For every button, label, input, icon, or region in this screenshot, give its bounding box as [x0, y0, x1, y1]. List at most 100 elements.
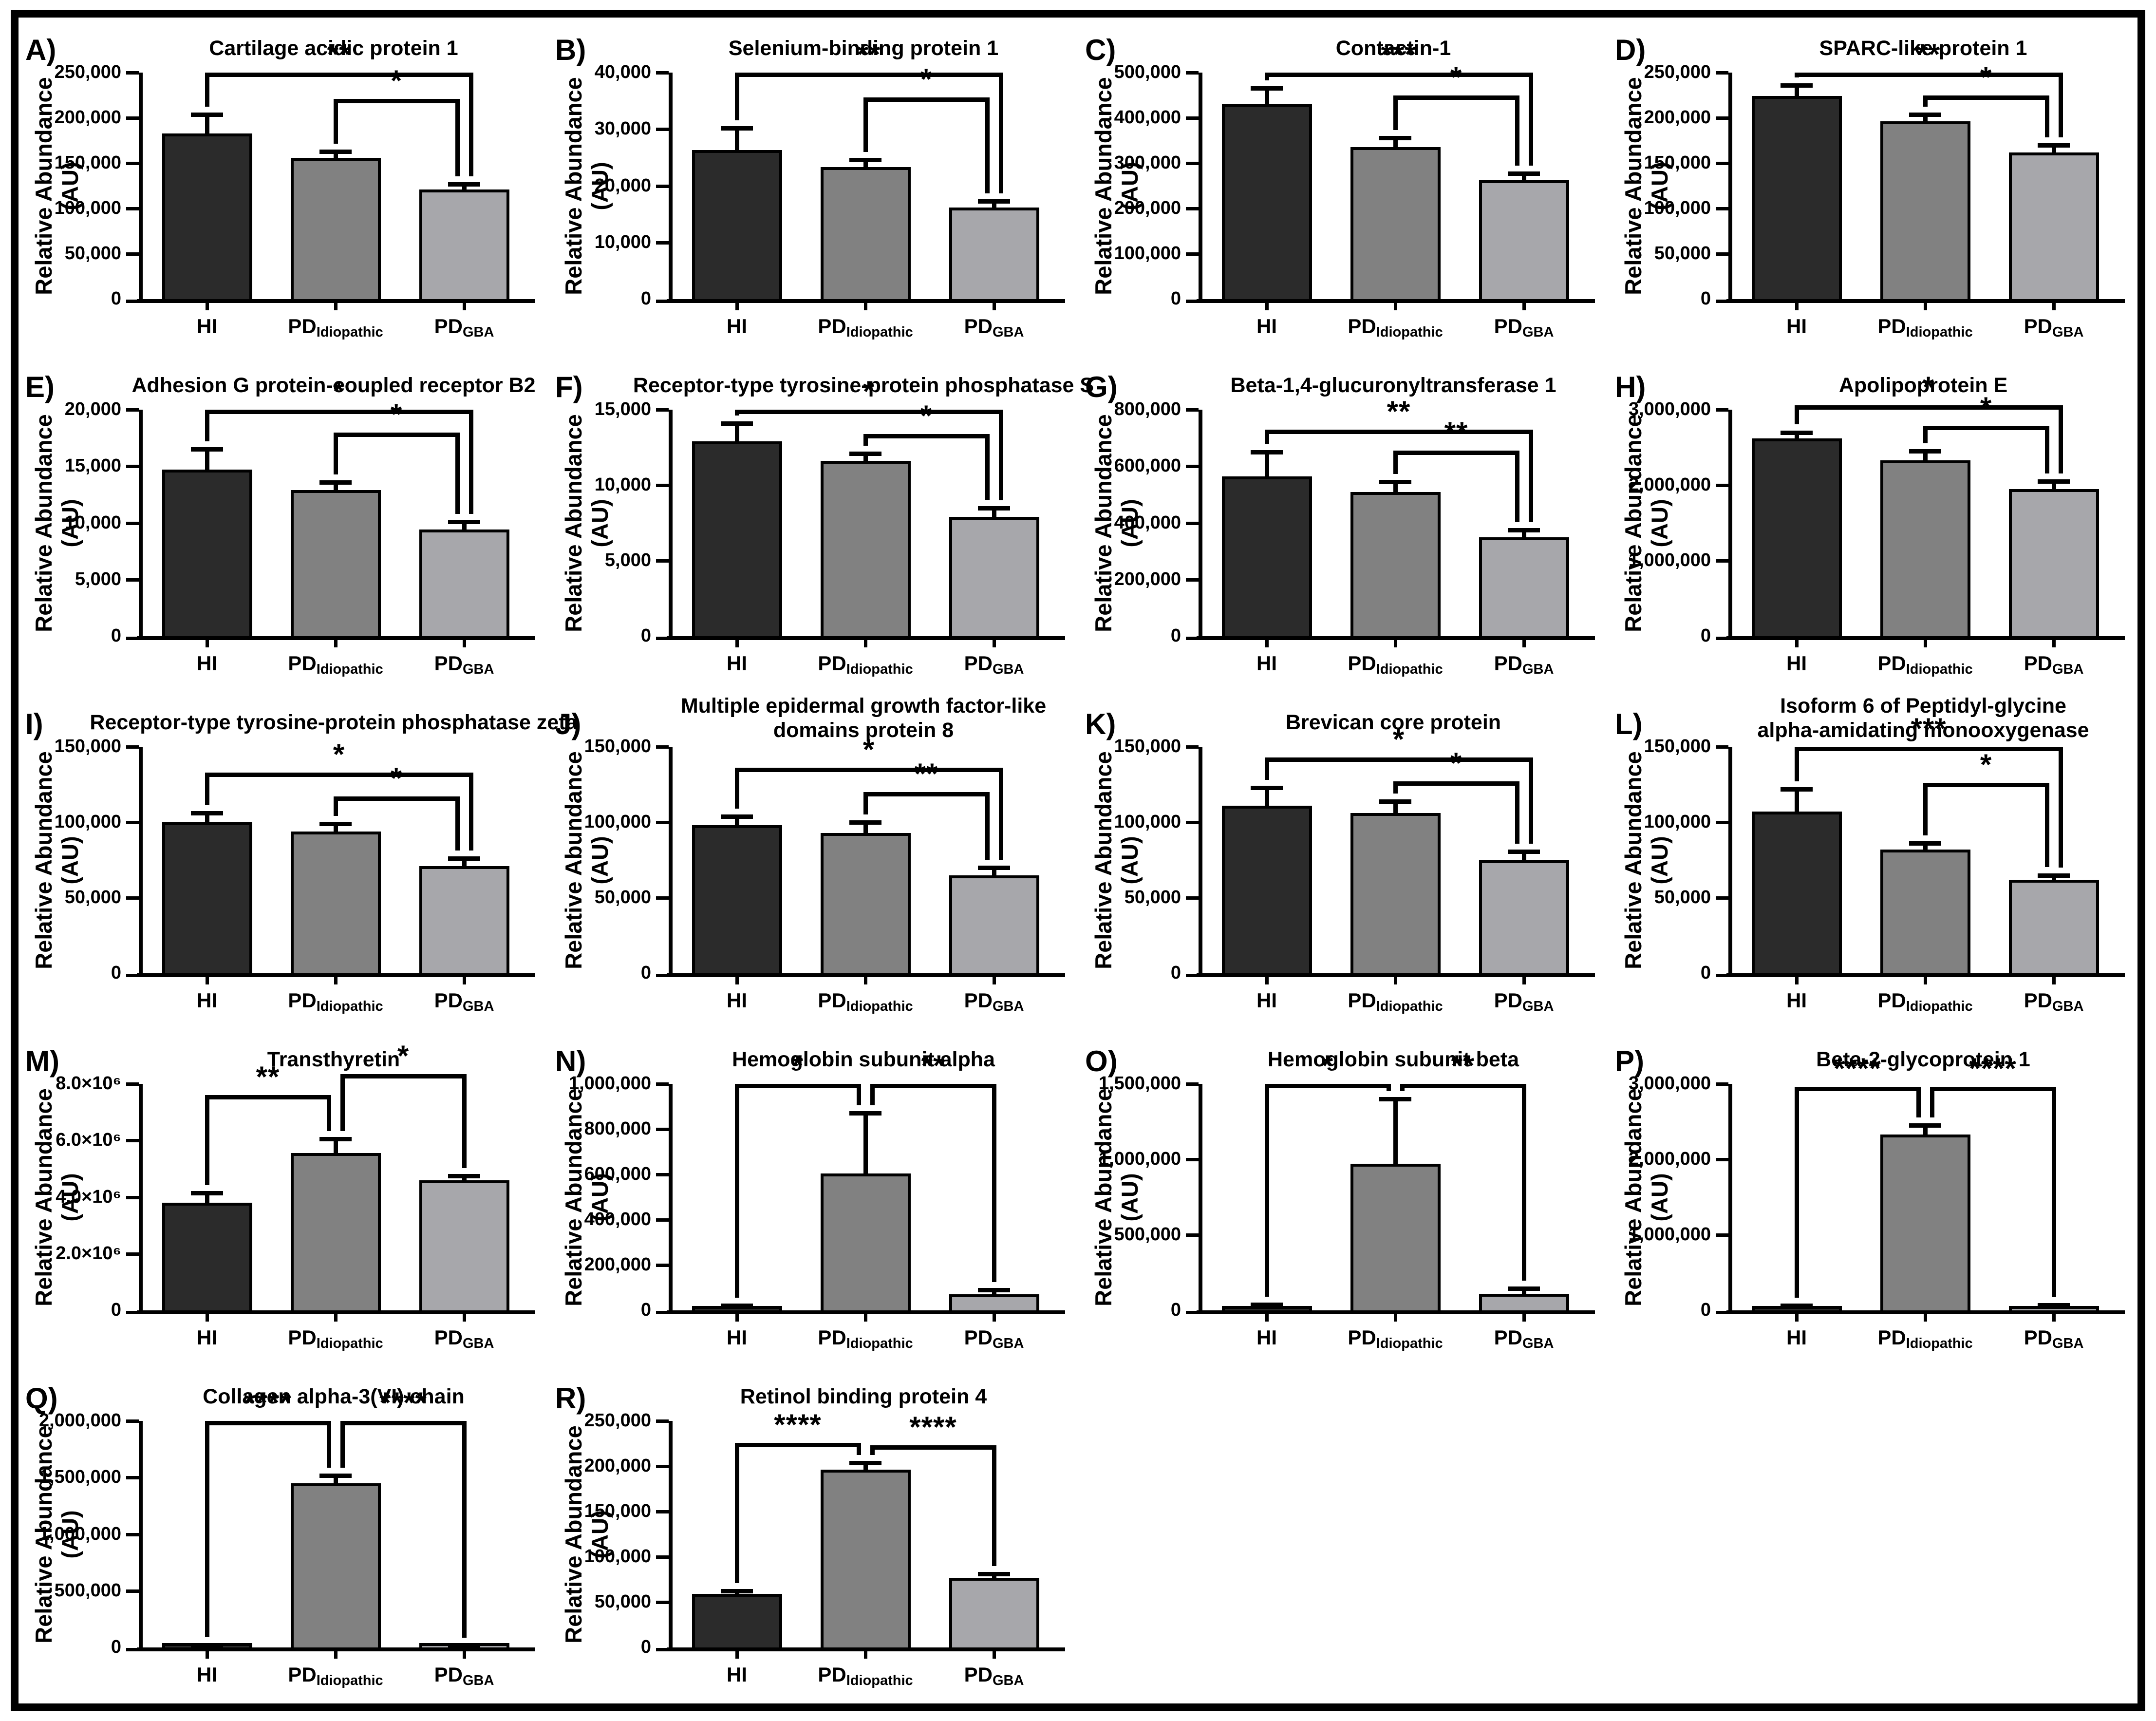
x-group-label-sub: GBA: [462, 324, 494, 340]
significance-bracket-line: [1265, 757, 1533, 762]
x-tick: [993, 1651, 996, 1659]
significance-bracket-drop: [870, 1084, 875, 1106]
x-group-label-main: PD: [434, 989, 463, 1012]
x-group-label-pd-gba: PDGBA: [1956, 989, 2151, 1014]
x-group-label-pd-idiopathic: PDIdiopathic: [1298, 1326, 1493, 1351]
error-bar-cap: [721, 1589, 753, 1593]
x-group-label-main: HI: [197, 1663, 217, 1686]
y-axis-label-line: Relative Abundance: [1620, 751, 1646, 969]
significance-bracket-drop: [469, 772, 473, 851]
panel-title-line: Receptor-type tyrosine-protein phosphata…: [633, 374, 1094, 397]
significance-bracket-line: [205, 410, 473, 414]
panel-title-line: Hemoglobin subunit alpha: [732, 1048, 995, 1071]
x-group-label-hi: HI: [110, 989, 304, 1012]
significance-bracket-drop: [999, 410, 1003, 500]
x-group-label-main: HI: [197, 315, 217, 338]
y-tick-label: 150,000: [54, 736, 121, 756]
x-group-label-pd-idiopathic: PDIdiopathic: [238, 1326, 433, 1351]
significance-bracket-drop: [1529, 429, 1533, 523]
y-axis-label-line: (AU): [1647, 1173, 1672, 1222]
y-tick: [126, 1589, 139, 1593]
y-axis-label: Relative Abundance (AU): [555, 747, 619, 973]
significance-bracket-drop: [985, 792, 990, 860]
y-axis-label: Relative Abundance (AU): [555, 410, 619, 636]
significance-stars: **: [256, 1060, 280, 1094]
x-group-label-pd-gba: PDGBA: [1426, 989, 1621, 1014]
y-tick-label: 0: [111, 288, 121, 309]
y-tick-label: 250,000: [54, 62, 121, 82]
significance-bracket-drop: [2045, 425, 2049, 474]
y-tick-label: 0: [640, 625, 651, 646]
chart-panel-C: C) Contactin-1 Relative Abundance (AU) 0 100,…: [1084, 21, 1612, 357]
y-tick: [656, 128, 669, 132]
significance-bracket-line: [863, 434, 990, 438]
significance-bracket-line: [340, 1074, 467, 1078]
error-bar-cap: [2038, 1303, 2070, 1308]
bar-pd-gba: [949, 1577, 1039, 1647]
chart-panel-N: N) Hemoglobin subunit alpha Relative Abund…: [554, 1033, 1083, 1368]
x-group-label-pd-idiopathic: PDIdiopathic: [1298, 652, 1493, 677]
significance-stars: ****: [379, 1386, 427, 1419]
panel-title: Selenium-binding protein 1: [610, 36, 1117, 60]
y-axis-line: [669, 73, 673, 303]
y-tick: [656, 1601, 669, 1604]
y-tick-label: 0: [111, 1637, 121, 1657]
x-group-label-main: PD: [1494, 315, 1522, 338]
significance-bracket-drop: [857, 1442, 861, 1455]
y-tick-label: 2,000,000: [38, 1410, 121, 1431]
x-group-label-sub: GBA: [462, 1336, 494, 1351]
y-tick: [126, 974, 139, 977]
significance-bracket-drop: [1522, 1084, 1526, 1281]
x-tick: [864, 640, 867, 647]
bar-pd-idiopathic: [290, 1483, 381, 1647]
significance-stars: *: [1392, 722, 1405, 756]
x-group-label-main: HI: [197, 1326, 217, 1349]
chart-panel-A: A) Cartilage acidic protein 1 Relative Abu…: [24, 21, 553, 357]
panel-letter-R: R): [555, 1382, 586, 1415]
y-tick-label: 8.0×10⁶: [56, 1073, 121, 1094]
x-group-label-main: PD: [2024, 1326, 2052, 1349]
x-group-label-hi: HI: [1699, 652, 1894, 675]
x-axis-line: [1197, 1310, 1595, 1314]
significance-stars: *: [1450, 747, 1462, 780]
x-group-label-pd-gba: PDGBA: [367, 315, 562, 340]
y-tick: [656, 300, 669, 303]
y-tick: [126, 300, 139, 303]
y-axis-line: [669, 1421, 673, 1651]
error-bar-cap: [2038, 479, 2070, 484]
significance-bracket-drop: [735, 410, 739, 416]
significance-bracket-drop: [2052, 1087, 2056, 1298]
significance-bracket-drop: [1387, 1084, 1391, 1091]
panel-letter-E: E): [25, 371, 55, 403]
x-group-label-main: PD: [1877, 1326, 1906, 1349]
x-group-label-pd-idiopathic: PDIdiopathic: [768, 652, 963, 677]
y-tick-label: 500,000: [1114, 62, 1181, 82]
x-tick: [334, 977, 337, 984]
error-bar-cap: [448, 1173, 480, 1178]
significance-bracket-drop: [1529, 757, 1533, 844]
significance-bracket-drop: [205, 410, 209, 442]
error-bar-cap: [1508, 1286, 1540, 1291]
x-group-label-sub: GBA: [462, 999, 494, 1014]
y-tick: [656, 484, 669, 487]
significance-bracket-drop: [992, 1445, 996, 1567]
y-axis-line: [139, 410, 143, 640]
x-axis-line: [1726, 973, 2125, 977]
x-axis-line: [667, 636, 1065, 640]
panel-title-line: Contactin-1: [1335, 37, 1451, 60]
y-tick: [1716, 207, 1728, 210]
y-tick-label: 0: [1170, 625, 1181, 646]
chart-panel-I: I) Receptor-type tyrosine-protein phospha…: [24, 696, 578, 1031]
y-axis-label-line: Relative Abundance: [1620, 1088, 1646, 1306]
y-tick-label: 5,000: [75, 568, 121, 589]
significance-stars: **: [921, 1049, 945, 1082]
panel-title-line: Beta-1,4-glucuronyltransferase 1: [1230, 374, 1556, 397]
error-bar-line: [1795, 432, 1799, 438]
y-axis-line: [1199, 747, 1202, 977]
error-bar-cap: [1508, 528, 1540, 533]
y-tick: [1186, 521, 1199, 525]
significance-stars: ***: [1911, 712, 1947, 745]
panel-title: Brevican core protein: [1140, 710, 1647, 735]
y-tick: [126, 745, 139, 749]
